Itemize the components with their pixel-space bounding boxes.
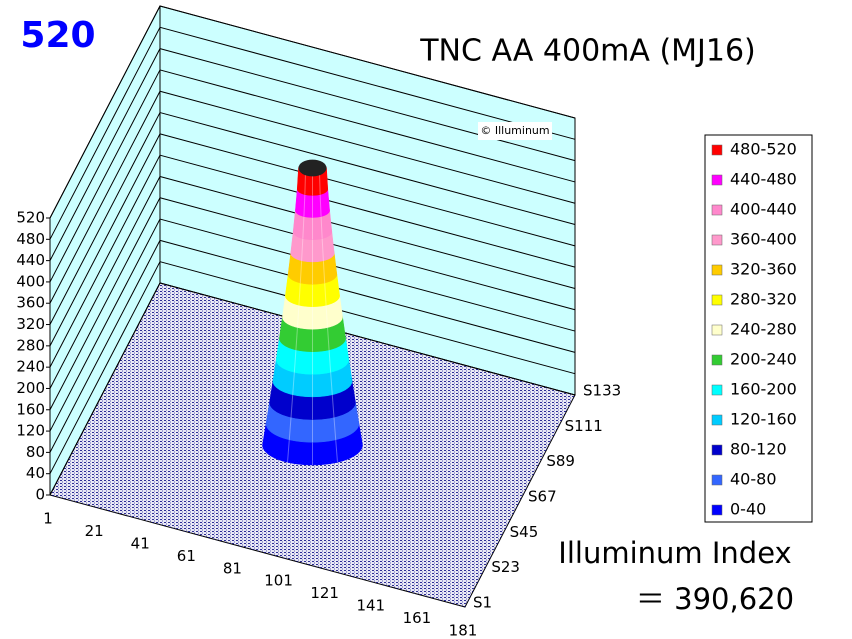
band-hatch [296, 305, 329, 330]
grid-line [49, 218, 576, 432]
grid-line [49, 69, 576, 283]
z-tick-label: 520 [16, 209, 45, 227]
z-tick-label: 120 [16, 422, 45, 440]
grid-line [49, 90, 576, 304]
watermark: © Illuminum [480, 124, 549, 137]
legend-label: 400-440 [730, 200, 797, 219]
band-hatch [299, 260, 326, 285]
z-tick-label: 320 [16, 315, 45, 333]
legend-swatch [711, 234, 723, 246]
band-hatch [295, 327, 330, 352]
grid-line [49, 48, 576, 261]
band-hatch [304, 172, 321, 196]
depth-tick-label: S1 [473, 594, 492, 612]
grid-line [49, 282, 576, 496]
x-tick-label: 21 [85, 522, 104, 540]
z-tick-label: 240 [16, 358, 45, 376]
z-tick-label: 80 [26, 443, 45, 461]
z-tick-label: 480 [16, 230, 45, 248]
band-hatch [290, 394, 335, 420]
legend-label: 360-400 [730, 230, 797, 249]
legend-swatch [711, 504, 723, 516]
legend-swatch [711, 264, 723, 276]
legend-label: 160-200 [730, 380, 797, 399]
x-tick-label: 101 [264, 572, 293, 590]
band-hatch [292, 372, 333, 397]
x-tick-label: 61 [177, 547, 196, 565]
band-hatch [298, 283, 327, 307]
legend-swatch [711, 144, 723, 156]
z-tick-label: 400 [16, 272, 45, 290]
index-label: Illuminum Index [558, 536, 791, 570]
depth-tick-label: S111 [565, 417, 603, 435]
x-tick-label: 81 [223, 559, 242, 577]
legend-label: 0-40 [730, 500, 766, 519]
grid-line [49, 111, 576, 325]
legend-swatch [711, 444, 723, 456]
peak-cap [298, 159, 327, 177]
legend-label: 200-240 [730, 350, 797, 369]
watermark-box [478, 122, 552, 140]
grid-line [49, 5, 576, 219]
x-tick-label: 1 [43, 510, 53, 528]
depth-tick-label: S45 [510, 523, 539, 541]
legend-swatch [711, 414, 723, 426]
z-tick-label: 160 [16, 400, 45, 418]
grid-line [49, 154, 576, 368]
legend-label: 120-160 [730, 410, 797, 429]
legend-swatch [711, 324, 723, 336]
chart-title: TNC AA 400mA (MJ16) [419, 34, 756, 69]
grid-line [49, 197, 576, 410]
band-hatch [301, 238, 324, 262]
grid-line [49, 239, 576, 453]
band-hatch [288, 417, 337, 443]
legend-swatch [711, 174, 723, 186]
depth-tick-label: S133 [583, 382, 621, 400]
legend-swatch [711, 294, 723, 306]
band-hatch [303, 194, 322, 218]
depth-tick-label: S67 [528, 488, 557, 506]
z-tick-label: 40 [26, 464, 45, 482]
legend-label: 240-280 [730, 320, 797, 339]
grid-line [49, 133, 576, 347]
index-value: ＝ 390,620 [636, 582, 794, 616]
legend-label: 480-520 [730, 140, 797, 159]
legend-label: 80-120 [730, 440, 787, 459]
x-tick-label: 181 [449, 622, 478, 639]
x-tick-label: 141 [356, 597, 385, 615]
x-tick-label: 121 [310, 584, 339, 602]
grid-line [49, 175, 576, 389]
legend-swatch [711, 204, 723, 216]
z-tick-label: 0 [35, 486, 45, 504]
x-tick-label: 41 [131, 534, 150, 552]
legend-label: 40-80 [730, 470, 777, 489]
x-tick-label: 161 [403, 609, 432, 627]
legend-swatch [711, 354, 723, 366]
legend-label: 320-360 [730, 260, 797, 279]
z-tick-label: 440 [16, 251, 45, 269]
legend-label: 280-320 [730, 290, 797, 309]
peak-label: 520 [20, 15, 95, 56]
legend-swatch [711, 474, 723, 486]
legend-swatch [711, 384, 723, 396]
depth-tick-label: S89 [546, 452, 575, 470]
grid-line [49, 26, 576, 240]
z-tick-label: 200 [16, 379, 45, 397]
legend-box [704, 134, 813, 523]
band-hatch [287, 439, 338, 465]
depth-tick-label: S23 [491, 558, 520, 576]
grid-line [49, 261, 576, 474]
band-hatch [293, 350, 332, 375]
band-hatch [302, 216, 323, 240]
legend-label: 440-480 [730, 170, 797, 189]
z-tick-label: 360 [16, 294, 45, 312]
z-tick-label: 280 [16, 336, 45, 354]
